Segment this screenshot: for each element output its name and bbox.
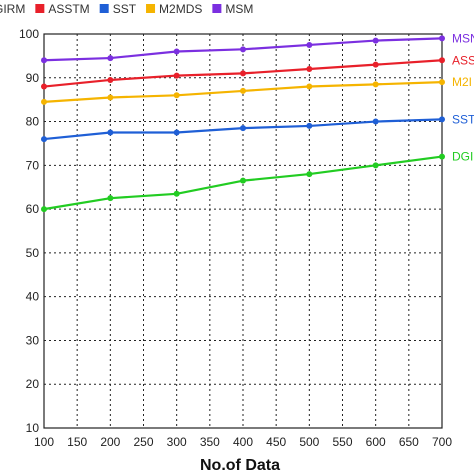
y-tick-label: 90	[26, 71, 40, 85]
end-label-m2mds: M2I	[452, 75, 472, 89]
data-point	[439, 79, 445, 86]
data-point	[240, 46, 246, 53]
y-tick-label: 10	[26, 421, 40, 435]
y-tick-label: 70	[26, 158, 40, 172]
series-m2mds	[41, 79, 445, 105]
series-msm	[41, 35, 445, 64]
data-point	[372, 37, 379, 44]
end-label-asstm: ASS	[452, 53, 474, 67]
data-point	[439, 57, 445, 64]
data-point	[107, 129, 114, 136]
data-point	[41, 206, 47, 213]
data-point	[306, 83, 313, 90]
series-asstm	[41, 57, 445, 90]
data-point	[240, 70, 246, 77]
y-tick-label: 30	[26, 333, 40, 347]
legend-label-dgirm: GIRM	[0, 2, 25, 16]
y-tick-label: 100	[19, 27, 39, 41]
data-point	[173, 190, 180, 197]
end-label-dgirm: DGI	[452, 150, 473, 164]
y-tick-label: 50	[26, 246, 40, 260]
data-point	[41, 83, 47, 90]
data-point	[240, 87, 246, 94]
end-label-msm: MSN	[452, 31, 474, 45]
y-tick-label: 40	[26, 290, 40, 304]
data-point	[107, 76, 114, 83]
x-tick-label: 500	[299, 435, 319, 449]
data-point	[173, 72, 180, 79]
series-sst	[41, 116, 445, 143]
data-point	[107, 195, 114, 202]
x-tick-label: 250	[133, 435, 153, 449]
x-tick-label: 400	[233, 435, 253, 449]
x-tick-label: 600	[366, 435, 386, 449]
data-point	[372, 118, 379, 125]
data-point	[306, 122, 313, 129]
legend: GIRM ASSTM SST M2MDS MSM	[0, 2, 253, 16]
data-point	[173, 129, 180, 136]
x-tick-label: 150	[67, 435, 87, 449]
y-tick-label: 60	[26, 202, 40, 216]
data-point	[41, 98, 47, 105]
series-layer	[41, 35, 445, 213]
axes: 100 150 200 250 300 350 400 450 500 550 600 650 700 1…	[19, 27, 452, 449]
data-point	[173, 92, 180, 99]
data-point	[107, 55, 114, 62]
end-labels: DGI ASS SST M2I MSN	[452, 31, 474, 163]
y-tick-label: 80	[26, 115, 40, 129]
legend-label-m2mds: M2MDS	[159, 2, 202, 16]
end-label-sst: SST	[452, 112, 474, 126]
x-tick-label: 450	[266, 435, 286, 449]
plot-frame	[43, 33, 443, 429]
x-tick-label: 200	[100, 435, 120, 449]
data-point	[306, 171, 313, 178]
legend-label-asstm: ASSTM	[48, 2, 89, 16]
x-tick-label: 350	[200, 435, 220, 449]
data-point	[306, 41, 313, 48]
legend-swatch	[212, 4, 222, 13]
data-point	[240, 125, 246, 132]
data-point	[173, 48, 180, 55]
legend-swatch	[146, 4, 156, 13]
data-point	[372, 61, 379, 68]
data-point	[372, 162, 379, 169]
x-tick-label: 700	[432, 435, 452, 449]
data-point	[439, 153, 445, 160]
x-tick-label: 550	[332, 435, 352, 449]
y-tick-label: 20	[26, 377, 40, 391]
x-tick-label: 300	[167, 435, 187, 449]
data-point	[439, 35, 445, 42]
legend-label-sst: SST	[113, 2, 137, 16]
data-point	[306, 66, 313, 73]
data-point	[41, 136, 47, 143]
data-point	[372, 81, 379, 88]
legend-label-msm: MSM	[225, 2, 253, 16]
x-axis-title: No.of Data	[200, 457, 280, 474]
data-point	[439, 116, 445, 123]
data-point	[107, 94, 114, 101]
data-point	[41, 57, 47, 64]
series-dgirm	[41, 153, 445, 213]
data-point	[240, 177, 246, 184]
x-tick-label: 100	[34, 435, 54, 449]
legend-swatch	[99, 4, 109, 13]
legend-swatch	[35, 4, 45, 13]
x-tick-label: 650	[399, 435, 419, 449]
